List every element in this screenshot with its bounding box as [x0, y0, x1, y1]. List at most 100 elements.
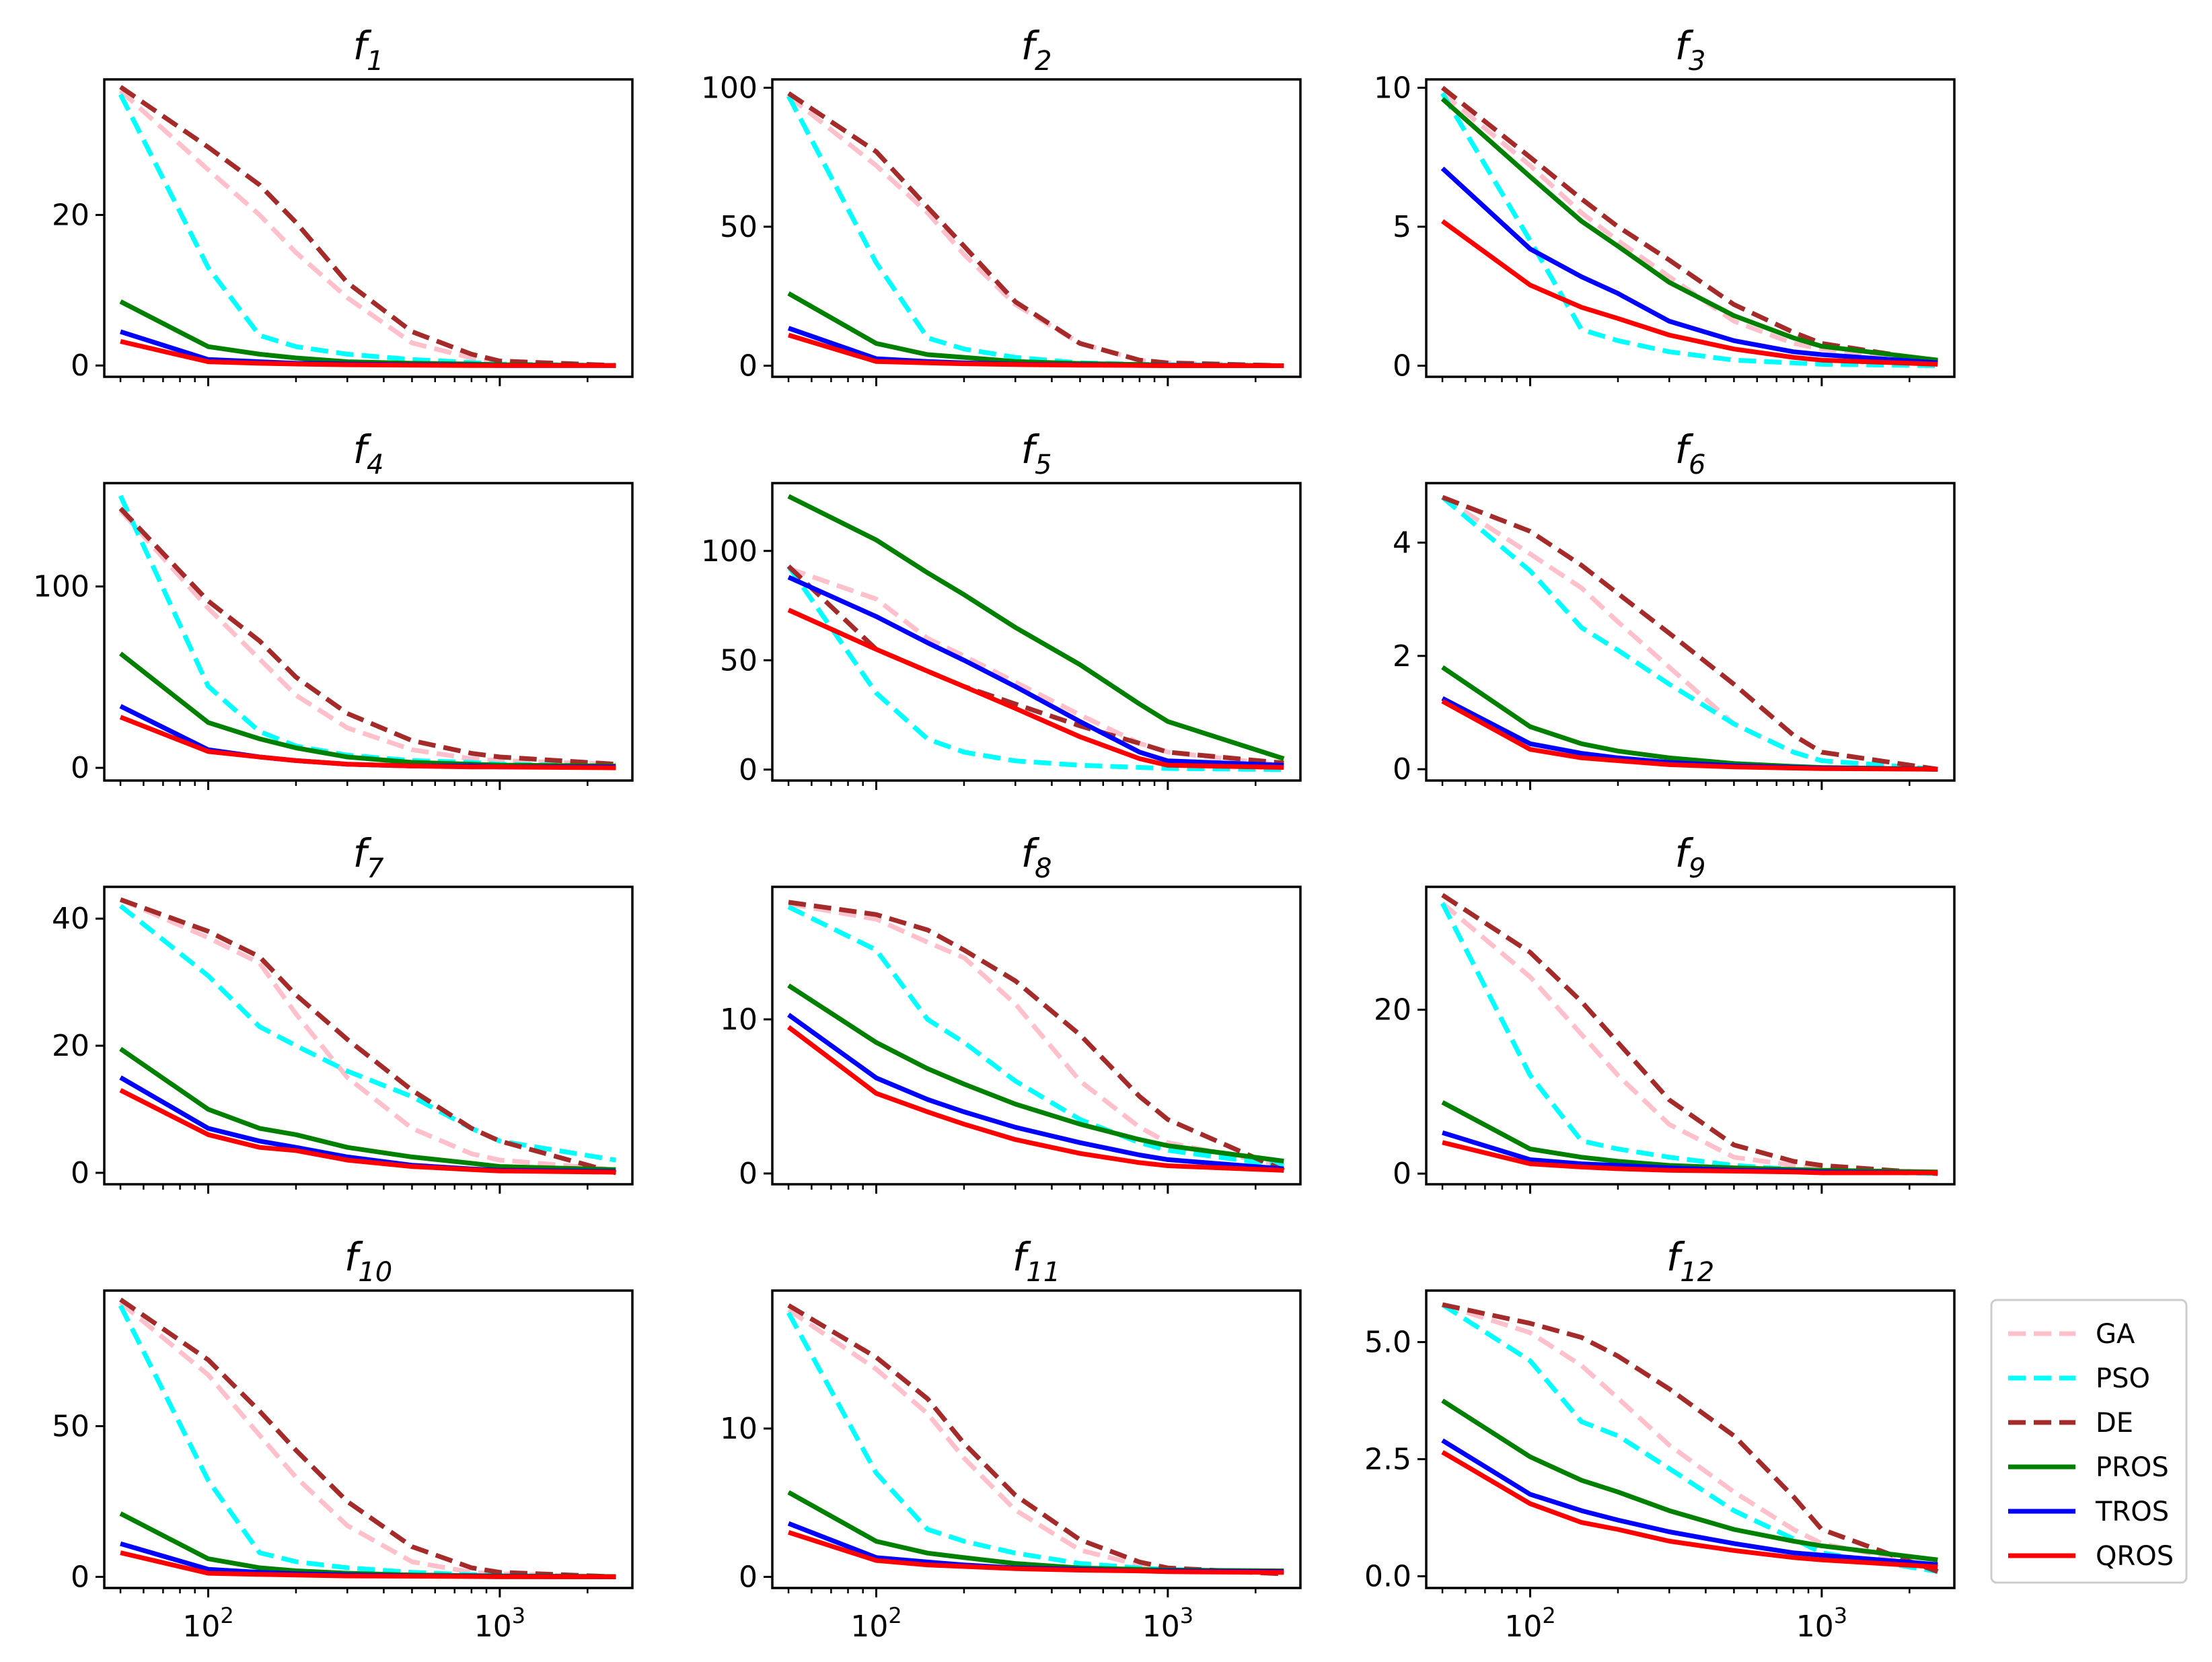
- series-line-de: [119, 1297, 616, 1579]
- series-line-qros: [788, 1529, 1284, 1575]
- series-line-pros: [1441, 1398, 1938, 1562]
- legend-label: TROS: [2095, 1496, 2169, 1527]
- legend-frame: [1990, 1299, 2188, 1584]
- y-tick-label: 5: [1393, 210, 1411, 244]
- y-tick-label: 0: [71, 751, 89, 785]
- series-line-qros: [1441, 1450, 1938, 1570]
- axes-frame: [103, 886, 634, 1186]
- series-lines: [1440, 893, 1938, 1176]
- series-line-tros: [787, 1013, 1284, 1171]
- legend-item-pso: PSO: [2008, 1363, 2150, 1394]
- series-line-ga: [788, 901, 1284, 1168]
- x-tick-base: 10: [1142, 1610, 1180, 1644]
- y-tick-label: 0: [71, 1156, 89, 1190]
- series-line-ga: [1442, 1302, 1938, 1570]
- subplot-title: f5: [1021, 427, 1052, 480]
- legend-item-qros: QROS: [2008, 1541, 2174, 1572]
- series-line-pso: [1440, 92, 1938, 368]
- x-tick-base: 10: [474, 1610, 512, 1644]
- series-lines: [786, 1303, 1284, 1577]
- axes-frame: [771, 886, 1302, 1186]
- series-line-pso: [1441, 1302, 1938, 1575]
- series-line-qros: [1441, 219, 1938, 367]
- y-tick-label: 10: [720, 1003, 758, 1037]
- title-subscript: 5: [1035, 449, 1052, 480]
- title-subscript: 12: [1680, 1257, 1714, 1288]
- series-line-qros: [120, 1550, 616, 1579]
- y-tick-label: 100: [701, 71, 758, 105]
- legend-item-pros: PROS: [2008, 1452, 2169, 1483]
- series-line-qros: [1441, 699, 1938, 772]
- x-tick-base: 10: [1504, 1610, 1542, 1644]
- series-lines: [118, 85, 616, 368]
- y-tick-label: 40: [52, 902, 89, 936]
- y-tick-label: 0: [739, 1157, 758, 1191]
- x-tick-label: 103: [1142, 1603, 1193, 1644]
- axes-frame: [771, 1289, 1302, 1589]
- y-tick-label: 0: [1393, 1157, 1411, 1191]
- series-line-ga: [1441, 495, 1938, 772]
- y-tick-label: 100: [701, 534, 758, 569]
- series-line-de: [787, 1303, 1284, 1577]
- title-subscript: 2: [1035, 46, 1052, 77]
- subplot-title: f3: [1675, 23, 1706, 77]
- series-line-de: [1441, 495, 1938, 772]
- series-line-de: [788, 900, 1285, 1173]
- series-line-ga: [119, 897, 616, 1172]
- series-line-tros: [787, 575, 1284, 768]
- x-tick-exponent: 3: [1834, 1603, 1847, 1628]
- x-tick-exponent: 2: [220, 1603, 233, 1628]
- title-subscript: 1: [367, 46, 383, 77]
- axes-frame: [1425, 78, 1956, 378]
- axes-frame: [103, 482, 634, 782]
- series-lines: [118, 1297, 616, 1579]
- legend-label: GA: [2096, 1319, 2135, 1350]
- x-tick-label: 103: [1796, 1603, 1847, 1644]
- series-line-qros: [119, 715, 616, 770]
- y-tick-label: 0.0: [1364, 1560, 1411, 1594]
- title-subscript: 10: [358, 1257, 392, 1288]
- series-line-pros: [787, 983, 1284, 1164]
- series-lines: [1441, 1302, 1939, 1575]
- series-line-de: [787, 91, 1284, 368]
- title-subscript: 9: [1689, 853, 1705, 884]
- y-tick-label: 0: [1393, 752, 1411, 787]
- y-tick-label: 0: [739, 349, 758, 383]
- series-lines: [786, 91, 1284, 368]
- series-lines: [1440, 85, 1938, 368]
- series-lines: [118, 897, 617, 1176]
- series-line-tros: [1440, 166, 1938, 365]
- legend-item-de: DE: [2008, 1408, 2133, 1439]
- x-tick-exponent: 3: [1180, 1603, 1193, 1628]
- series-line-tros: [1441, 1438, 1938, 1567]
- subplot-4: f4 0 100: [33, 427, 634, 790]
- y-tick-label: 20: [1374, 993, 1411, 1027]
- series-line-qros: [787, 608, 1284, 770]
- title-subscript: 6: [1689, 449, 1705, 480]
- y-tick-label: 20: [52, 1029, 89, 1063]
- axes-frame: [103, 1289, 634, 1589]
- series-line-de: [1441, 893, 1938, 1176]
- series-line-qros: [788, 332, 1284, 368]
- legend-label: PSO: [2096, 1363, 2150, 1394]
- y-tick-label: 2: [1393, 639, 1411, 674]
- y-tick-label: 0: [739, 753, 758, 787]
- x-tick-label: 102: [1504, 1603, 1555, 1644]
- subplot-title: f2: [1021, 23, 1052, 77]
- series-line-de: [1440, 85, 1938, 364]
- y-tick-label: 2.5: [1364, 1443, 1411, 1477]
- x-tick-base: 10: [1796, 1610, 1834, 1644]
- axes-frame: [1425, 482, 1956, 782]
- axes-frame: [1425, 1289, 1956, 1589]
- y-tick-label: 50: [720, 643, 758, 678]
- legend-label: QROS: [2096, 1541, 2174, 1572]
- legend: GA PSO DE PROS TROS QROS: [1990, 1299, 2188, 1584]
- x-tick-base: 10: [182, 1610, 220, 1644]
- subplot-5: f5 0 50 100: [701, 427, 1302, 790]
- series-lines: [786, 494, 1285, 772]
